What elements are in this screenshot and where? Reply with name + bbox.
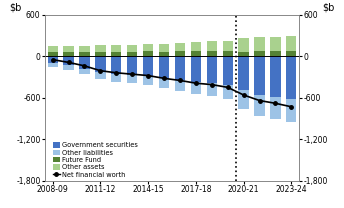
Bar (223, 56, 233, 85)
Bar (223, 51, 233, 56)
Bar (47, 52, 58, 56)
Bar (95, 72, 106, 79)
Bar (270, 51, 281, 56)
Bar (159, 78, 169, 88)
Bar (286, 36, 297, 51)
Bar (159, 52, 169, 56)
Bar (191, 51, 201, 56)
Bar (175, 80, 185, 91)
Bar (47, 46, 58, 52)
Bar (238, 52, 249, 56)
Bar (223, 41, 233, 51)
Text: $b: $b (9, 3, 21, 13)
Bar (175, 51, 185, 56)
Bar (95, 56, 106, 72)
Bar (159, 56, 169, 78)
Bar (286, 99, 297, 122)
Bar (286, 51, 297, 56)
Bar (159, 44, 169, 52)
Bar (143, 56, 153, 76)
Bar (95, 45, 106, 52)
Bar (79, 56, 90, 69)
Bar (127, 75, 137, 83)
Bar (223, 85, 233, 99)
Bar (270, 56, 281, 97)
Bar (191, 82, 201, 94)
Bar (270, 97, 281, 119)
Bar (175, 43, 185, 51)
Bar (111, 56, 121, 74)
Bar (254, 51, 265, 56)
Bar (175, 56, 185, 80)
Bar (111, 52, 121, 56)
Text: $b: $b (323, 3, 335, 13)
Bar (47, 56, 58, 63)
Bar (254, 37, 265, 51)
Bar (238, 38, 249, 52)
Legend: Government securities, Other liabilities, Future Fund, Other assets, Net financi: Government securities, Other liabilities… (53, 142, 138, 178)
Bar (95, 52, 106, 56)
Bar (270, 37, 281, 51)
Bar (47, 63, 58, 67)
Bar (207, 51, 217, 56)
Bar (127, 52, 137, 56)
Bar (207, 56, 217, 83)
Bar (254, 95, 265, 116)
Bar (111, 74, 121, 82)
Bar (191, 56, 201, 82)
Bar (63, 52, 74, 56)
Bar (207, 83, 217, 96)
Bar (79, 46, 90, 52)
Bar (143, 76, 153, 85)
Bar (254, 56, 265, 95)
Bar (238, 56, 249, 90)
Bar (79, 52, 90, 56)
Bar (143, 44, 153, 51)
Bar (238, 90, 249, 109)
Bar (79, 69, 90, 74)
Bar (191, 42, 201, 51)
Bar (207, 41, 217, 51)
Bar (127, 56, 137, 75)
Bar (63, 56, 74, 65)
Bar (63, 46, 74, 52)
Bar (63, 65, 74, 70)
Bar (111, 45, 121, 52)
Bar (143, 51, 153, 56)
Bar (127, 45, 137, 52)
Bar (286, 56, 297, 99)
